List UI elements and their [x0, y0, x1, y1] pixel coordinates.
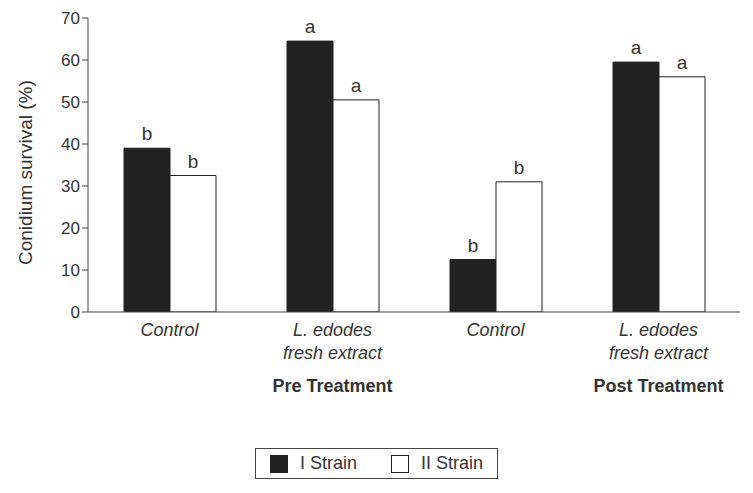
- svg-text:a: a: [631, 37, 642, 58]
- svg-text:20: 20: [61, 219, 80, 238]
- svg-text:Control: Control: [466, 320, 525, 340]
- svg-text:L. edodes: L. edodes: [619, 320, 698, 340]
- svg-text:b: b: [468, 235, 479, 256]
- svg-text:L. edodes: L. edodes: [293, 320, 372, 340]
- svg-text:40: 40: [61, 135, 80, 154]
- svg-text:fresh extract: fresh extract: [283, 343, 383, 363]
- html-text:I Strain: I Strain: [300, 453, 357, 473]
- svg-text:Post Treatment: Post Treatment: [593, 376, 723, 396]
- svg-text:b: b: [142, 123, 153, 144]
- svg-text:10: 10: [61, 261, 80, 280]
- html-text:II Strain: II Strain: [421, 453, 483, 473]
- svg-text:fresh extract: fresh extract: [609, 343, 709, 363]
- svg-text:30: 30: [61, 177, 80, 196]
- svg-text:b: b: [514, 157, 525, 178]
- svg-text:b: b: [188, 151, 199, 172]
- svg-text:a: a: [351, 75, 362, 96]
- svg-text:50: 50: [61, 93, 80, 112]
- svg-text:a: a: [677, 52, 688, 73]
- svg-text:a: a: [305, 16, 316, 37]
- svg-text:Control: Control: [140, 320, 199, 340]
- svg-text:70: 70: [61, 9, 80, 28]
- svg-text:Conidium survival (%): Conidium survival (%): [15, 80, 36, 265]
- svg-text:60: 60: [61, 51, 80, 70]
- svg-text:0: 0: [71, 303, 80, 322]
- svg-text:Pre Treatment: Pre Treatment: [272, 376, 392, 396]
